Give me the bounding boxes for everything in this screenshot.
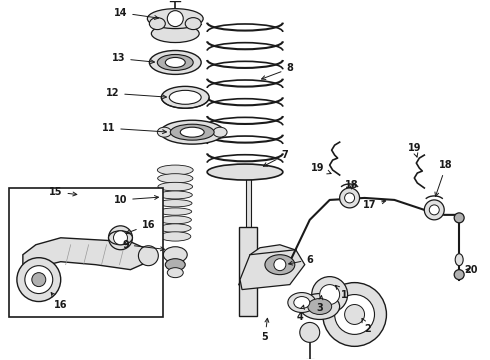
- Ellipse shape: [158, 182, 193, 191]
- Ellipse shape: [308, 298, 332, 315]
- Text: 5: 5: [262, 318, 269, 342]
- Circle shape: [312, 276, 347, 312]
- Ellipse shape: [158, 191, 192, 199]
- Text: 13: 13: [112, 54, 154, 64]
- Text: 16: 16: [126, 220, 155, 234]
- Circle shape: [114, 231, 127, 245]
- Ellipse shape: [149, 50, 201, 75]
- Ellipse shape: [108, 231, 132, 245]
- Ellipse shape: [159, 208, 192, 215]
- Text: 8: 8: [262, 63, 293, 80]
- Text: 15: 15: [49, 187, 77, 197]
- Text: 12: 12: [106, 88, 167, 99]
- Circle shape: [344, 305, 365, 324]
- Polygon shape: [23, 238, 148, 275]
- Ellipse shape: [159, 199, 192, 207]
- Circle shape: [138, 246, 158, 266]
- Text: 16: 16: [51, 293, 68, 310]
- Ellipse shape: [159, 224, 191, 233]
- Ellipse shape: [161, 86, 209, 108]
- Bar: [306, 359, 314, 360]
- Circle shape: [323, 283, 387, 346]
- Bar: [9, 188, 163, 318]
- Ellipse shape: [158, 174, 193, 183]
- Circle shape: [25, 266, 53, 293]
- Circle shape: [344, 193, 355, 203]
- Text: 3: 3: [317, 296, 323, 312]
- Ellipse shape: [207, 164, 283, 180]
- Ellipse shape: [160, 120, 224, 144]
- Ellipse shape: [147, 9, 203, 28]
- Circle shape: [167, 11, 183, 27]
- Ellipse shape: [157, 54, 193, 71]
- Polygon shape: [240, 250, 305, 289]
- Circle shape: [454, 213, 464, 223]
- Ellipse shape: [157, 127, 171, 137]
- Ellipse shape: [167, 268, 183, 278]
- Text: 18: 18: [345, 180, 358, 190]
- Text: 1: 1: [336, 285, 348, 300]
- Text: 19: 19: [311, 163, 331, 174]
- Text: 10: 10: [114, 195, 158, 205]
- Circle shape: [300, 323, 319, 342]
- Bar: [246, 172, 251, 232]
- Text: 11: 11: [102, 123, 167, 134]
- Text: 17: 17: [363, 200, 386, 210]
- Ellipse shape: [171, 124, 214, 140]
- Text: 20: 20: [465, 265, 478, 275]
- Text: 9: 9: [122, 240, 165, 251]
- Circle shape: [32, 273, 46, 287]
- Ellipse shape: [157, 165, 193, 175]
- Ellipse shape: [163, 247, 187, 263]
- Circle shape: [274, 259, 286, 271]
- Ellipse shape: [294, 297, 310, 309]
- Circle shape: [454, 270, 464, 280]
- Circle shape: [319, 285, 340, 305]
- Ellipse shape: [165, 58, 185, 67]
- Ellipse shape: [180, 127, 204, 137]
- Text: 18: 18: [435, 160, 453, 196]
- Ellipse shape: [165, 259, 185, 271]
- Circle shape: [335, 294, 374, 334]
- Circle shape: [108, 226, 132, 250]
- Text: 7: 7: [263, 150, 288, 166]
- Ellipse shape: [185, 18, 201, 30]
- Polygon shape: [250, 245, 300, 280]
- Ellipse shape: [455, 254, 463, 266]
- Bar: [239, 227, 257, 316]
- Ellipse shape: [213, 127, 227, 137]
- Text: 19: 19: [408, 143, 421, 157]
- Ellipse shape: [159, 216, 192, 224]
- Circle shape: [429, 205, 439, 215]
- Text: 6: 6: [289, 255, 313, 265]
- Ellipse shape: [149, 18, 165, 30]
- Circle shape: [17, 258, 61, 302]
- Ellipse shape: [151, 24, 199, 42]
- Ellipse shape: [300, 293, 340, 319]
- Text: 4: 4: [296, 305, 304, 323]
- Ellipse shape: [265, 255, 295, 275]
- Ellipse shape: [160, 232, 191, 241]
- Text: 2: 2: [362, 319, 371, 334]
- Ellipse shape: [288, 293, 316, 312]
- Circle shape: [424, 200, 444, 220]
- Ellipse shape: [169, 90, 201, 104]
- Circle shape: [340, 188, 360, 208]
- Text: 14: 14: [114, 8, 158, 19]
